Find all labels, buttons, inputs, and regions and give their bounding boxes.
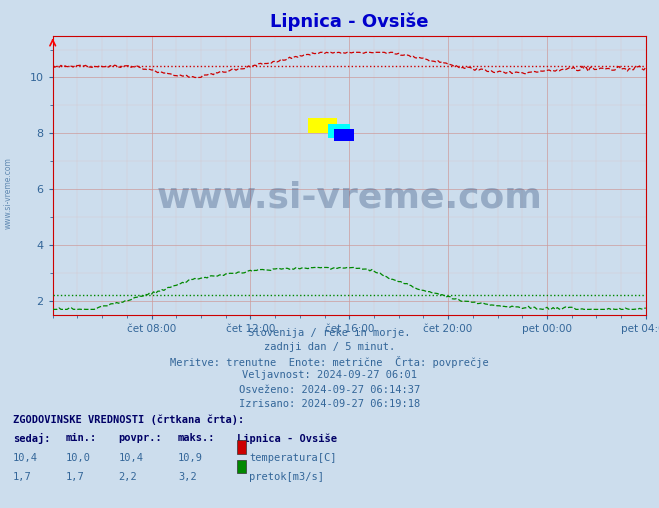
Text: www.si-vreme.com: www.si-vreme.com (3, 157, 13, 229)
Text: zadnji dan / 5 minut.: zadnji dan / 5 minut. (264, 342, 395, 352)
Text: Osveženo: 2024-09-27 06:14:37: Osveženo: 2024-09-27 06:14:37 (239, 385, 420, 395)
Text: povpr.:: povpr.: (119, 433, 162, 443)
Text: 1,7: 1,7 (13, 472, 32, 482)
Text: Veljavnost: 2024-09-27 06:01: Veljavnost: 2024-09-27 06:01 (242, 370, 417, 380)
Text: temperatura[C]: temperatura[C] (249, 453, 337, 463)
Text: 10,4: 10,4 (13, 453, 38, 463)
Bar (308, 118, 337, 134)
Title: Lipnica - Ovsiše: Lipnica - Ovsiše (270, 13, 428, 31)
Text: pretok[m3/s]: pretok[m3/s] (249, 472, 324, 482)
Text: Meritve: trenutne  Enote: metrične  Črta: povprečje: Meritve: trenutne Enote: metrične Črta: … (170, 356, 489, 368)
Text: www.si-vreme.com: www.si-vreme.com (156, 181, 542, 214)
Text: maks.:: maks.: (178, 433, 215, 443)
Bar (334, 129, 354, 141)
Text: sedaj:: sedaj: (13, 433, 51, 444)
Text: ZGODOVINSKE VREDNOSTI (črtkana črta):: ZGODOVINSKE VREDNOSTI (črtkana črta): (13, 414, 244, 425)
Text: Slovenija / reke in morje.: Slovenija / reke in morje. (248, 328, 411, 338)
Text: 3,2: 3,2 (178, 472, 196, 482)
Text: Lipnica - Ovsiše: Lipnica - Ovsiše (237, 433, 337, 444)
Text: Izrisano: 2024-09-27 06:19:18: Izrisano: 2024-09-27 06:19:18 (239, 399, 420, 409)
Text: 10,9: 10,9 (178, 453, 203, 463)
Bar (328, 124, 351, 138)
Text: 2,2: 2,2 (119, 472, 137, 482)
Text: 1,7: 1,7 (66, 472, 84, 482)
Text: min.:: min.: (66, 433, 97, 443)
Text: 10,0: 10,0 (66, 453, 91, 463)
Text: 10,4: 10,4 (119, 453, 144, 463)
